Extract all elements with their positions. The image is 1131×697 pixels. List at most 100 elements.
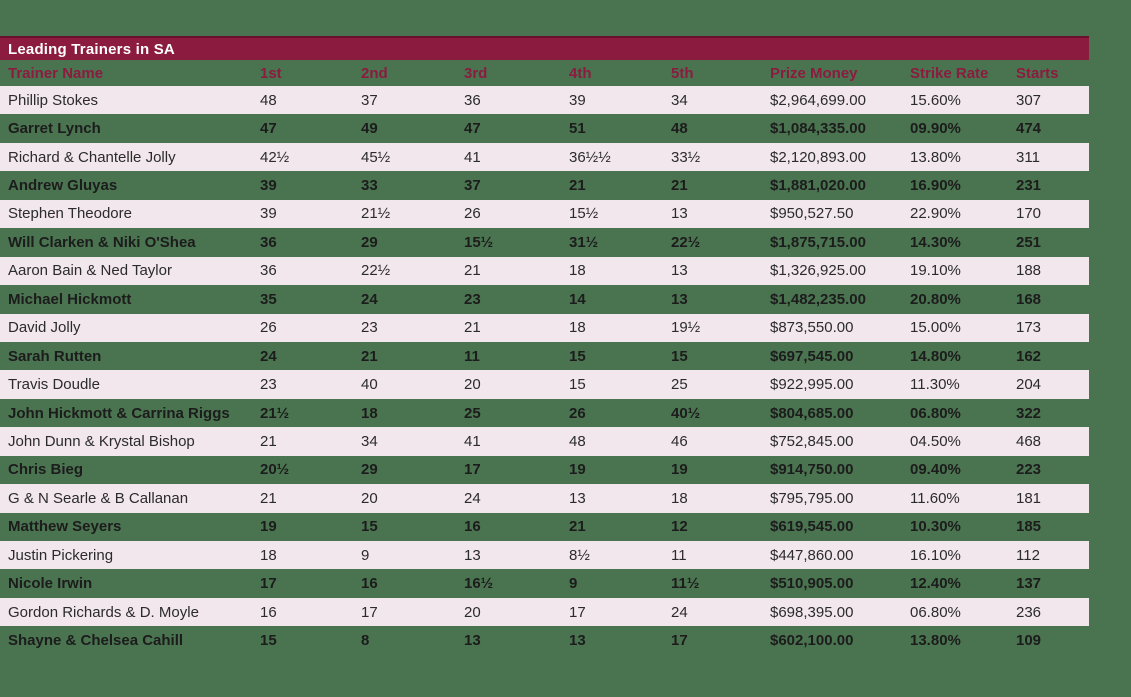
value-cell: 31½ (569, 233, 599, 251)
value-cell: $602,100.00 (770, 632, 854, 650)
value-cell: 47 (464, 120, 481, 138)
value-cell: 24 (671, 603, 688, 621)
table-title: Leading Trainers in SA (8, 40, 175, 58)
value-cell: 20 (361, 489, 378, 507)
value-cell: 17 (671, 632, 688, 650)
value-cell: 21½ (361, 205, 391, 223)
trainer-name-cell: Andrew Gluyas (8, 177, 118, 195)
value-cell: 49 (361, 120, 378, 138)
value-cell: 21 (260, 489, 277, 507)
value-cell: 17 (464, 461, 481, 479)
value-cell: 12 (671, 518, 688, 536)
value-cell: 41 (464, 432, 481, 450)
value-cell: 17 (260, 575, 277, 593)
value-cell: 170 (1016, 205, 1042, 223)
trainer-name-cell: Garret Lynch (8, 120, 101, 138)
trainer-name-cell: John Hickmott & Carrina Riggs (8, 404, 230, 422)
trainer-name-cell: Shayne & Chelsea Cahill (8, 632, 184, 650)
table-row: John Hickmott & Carrina Riggs 21½ 18 25 26 40… (0, 399, 1089, 427)
table-row: David Jolly 26 23 21 18 19½ $873,550.00 15.00% 1… (0, 313, 1089, 342)
value-cell: 23 (260, 376, 277, 394)
column-header-strike-rate: Strike Rate (910, 64, 989, 82)
table-row: Michael Hickmott 35 24 23 14 13 $1,482,235.00 2… (0, 285, 1089, 313)
value-cell: 18 (569, 319, 586, 337)
value-cell: 322 (1016, 404, 1042, 422)
table-row: Chris Bieg 20½ 29 17 19 19 $914,750.00 09.40% 22… (0, 456, 1089, 484)
value-cell: 37 (464, 177, 481, 195)
value-cell: 15 (569, 347, 586, 365)
table-title-bar: Leading Trainers in SA (0, 36, 1089, 60)
value-cell: 223 (1016, 461, 1042, 479)
value-cell: 231 (1016, 177, 1042, 195)
value-cell: 36 (464, 91, 481, 109)
value-cell: 04.50% (910, 432, 961, 450)
value-cell: 48 (569, 432, 586, 450)
value-cell: 21 (361, 347, 378, 365)
trainer-name-cell: Michael Hickmott (8, 290, 132, 308)
value-cell: 11.30% (910, 376, 960, 394)
value-cell: 15 (260, 632, 277, 650)
value-cell: 37 (361, 91, 378, 109)
value-cell: 17 (361, 603, 378, 621)
value-cell: $914,750.00 (770, 461, 854, 479)
value-cell: 137 (1016, 575, 1042, 593)
value-cell: 24 (361, 290, 378, 308)
table-row: Gordon Richards & D. Moyle 16 17 20 17 24 $698… (0, 597, 1089, 627)
column-header-4th: 4th (569, 64, 592, 82)
value-cell: 236 (1016, 603, 1042, 621)
table-row: Richard & Chantelle Jolly 42½ 45½ 41 36½½ 33½… (0, 142, 1089, 172)
value-cell: 15 (569, 376, 586, 394)
value-cell: 13.80% (910, 632, 961, 650)
table-row: Garret Lynch 47 49 47 51 48 $1,084,335.00 09.90… (0, 114, 1089, 142)
value-cell: 14 (569, 290, 586, 308)
value-cell: 39 (260, 177, 277, 195)
value-cell: $804,685.00 (770, 404, 854, 422)
value-cell: 21 (671, 177, 688, 195)
trainer-name-cell: Chris Bieg (8, 461, 84, 479)
value-cell: 109 (1016, 632, 1042, 650)
value-cell: 15 (361, 518, 378, 536)
value-cell: 474 (1016, 120, 1042, 138)
value-cell: 36 (260, 262, 277, 280)
value-cell: 16.10% (910, 546, 961, 564)
column-header-prize-money: Prize Money (770, 64, 858, 82)
value-cell: $1,326,925.00 (770, 262, 866, 280)
table-row: Nicole Irwin 17 16 16½ 9 11½ $510,905.00 12.40%… (0, 569, 1089, 597)
value-cell: 33 (361, 177, 378, 195)
value-cell: 46 (671, 432, 688, 450)
value-cell: 35 (260, 290, 277, 308)
column-header-5th: 5th (671, 64, 694, 82)
value-cell: 19.10% (910, 262, 961, 280)
value-cell: 9 (361, 546, 370, 564)
value-cell: 25 (671, 376, 688, 394)
value-cell: 33½ (671, 148, 701, 166)
table-row: Will Clarken & Niki O'Shea 36 29 15½ 31½ 22½ $… (0, 228, 1089, 256)
table-row: John Dunn & Krystal Bishop 21 34 41 48 46 $752… (0, 427, 1089, 456)
column-header-trainer-name: Trainer Name (8, 64, 104, 82)
value-cell: 22½ (361, 262, 391, 280)
value-cell: 29 (361, 233, 378, 251)
table-row: Justin Pickering 18 9 13 8½ 11 $447,860.00 16.1… (0, 541, 1089, 570)
value-cell: 26 (569, 404, 586, 422)
value-cell: 15½ (464, 233, 494, 251)
value-cell: 251 (1016, 233, 1042, 251)
value-cell: 09.40% (910, 461, 961, 479)
trainer-name-cell: Stephen Theodore (8, 205, 132, 223)
value-cell: 311 (1016, 148, 1040, 166)
value-cell: 307 (1016, 91, 1042, 109)
trainer-name-cell: Gordon Richards & D. Moyle (8, 603, 199, 621)
value-cell: $922,995.00 (770, 376, 854, 394)
value-cell: 15 (671, 347, 688, 365)
value-cell: 45½ (361, 148, 391, 166)
table-row: Sarah Rutten 24 21 11 15 15 $697,545.00 14.80% 1… (0, 342, 1089, 370)
value-cell: 40½ (671, 404, 701, 422)
value-cell: 22½ (671, 233, 701, 251)
value-cell: 15.00% (910, 319, 961, 337)
value-cell: 23 (361, 319, 378, 337)
value-cell: $2,964,699.00 (770, 91, 866, 109)
trainer-name-cell: Justin Pickering (8, 546, 114, 564)
value-cell: $1,482,235.00 (770, 290, 866, 308)
value-cell: 48 (260, 91, 277, 109)
value-cell: $697,545.00 (770, 347, 854, 365)
value-cell: 36½½ (569, 148, 611, 166)
